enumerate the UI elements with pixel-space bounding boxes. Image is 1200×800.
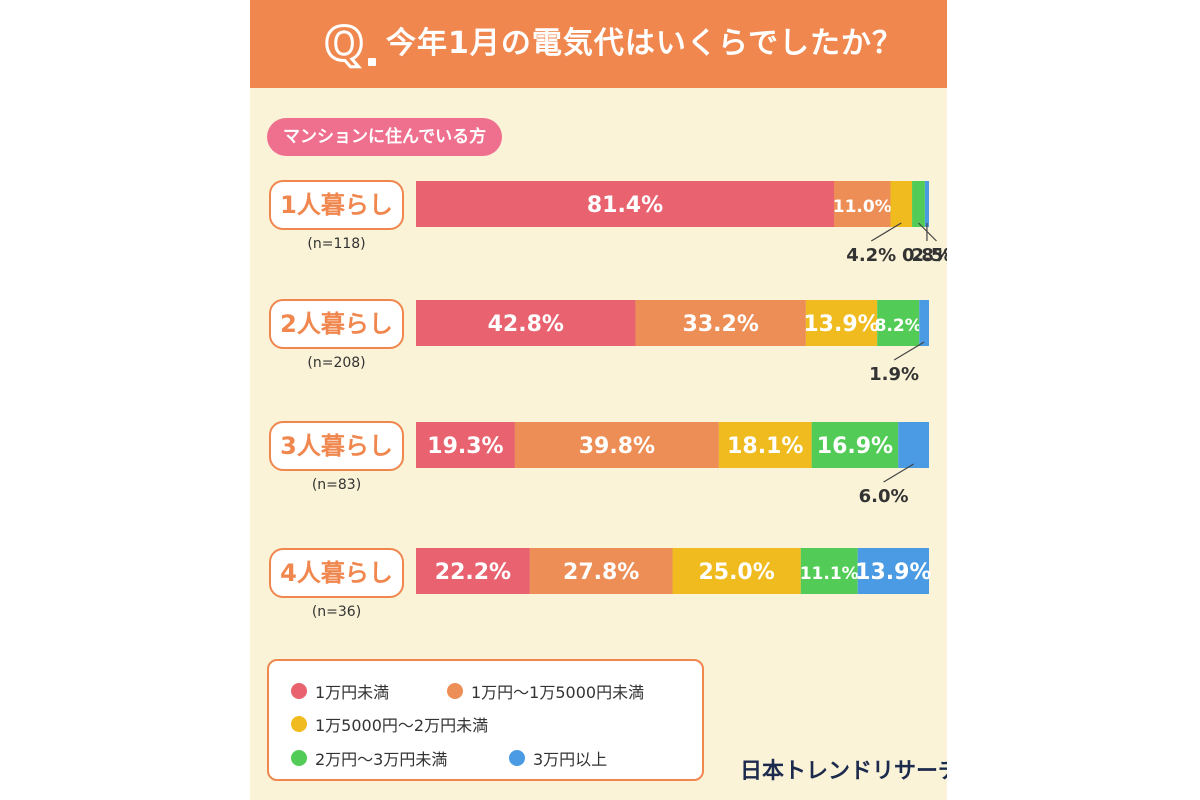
value-label-r3-s4: 16.9%: [817, 434, 893, 459]
bar-r4-s3: [672, 548, 801, 594]
bar-r3-s5: [898, 422, 929, 468]
row-label-1: 1人暮らし: [269, 180, 404, 230]
bar-r1-s4: [912, 181, 925, 227]
row-label-3: 3人暮らし: [269, 421, 404, 471]
q-dot: [368, 58, 376, 66]
legend-label-1: 1万円未満: [315, 683, 390, 702]
question-title: 今年1月の電気代はいくらでしたか？: [386, 26, 903, 61]
value-label-r1-s2: 11.0%: [833, 197, 892, 217]
legend-swatch-5: [509, 750, 525, 766]
value-label-r1-s5: 0.8%: [902, 245, 947, 266]
bar-r2-s1: [416, 300, 636, 346]
bar-r4-s1: [416, 548, 530, 594]
legend-swatch-4: [291, 750, 307, 766]
value-label-r1-s4: 2.5%: [912, 245, 947, 266]
bar-r4-s2: [529, 548, 673, 594]
brand-logo: 日本トレンドリサーチ: [740, 759, 947, 784]
row-label-2: 2人暮らし: [269, 299, 404, 349]
group-label: マンションに住んでいる方: [267, 118, 503, 156]
bar-r4-s4: [800, 548, 858, 594]
q-mark: Q: [323, 16, 365, 73]
value-label-r4-s1: 22.2%: [435, 560, 511, 585]
legend-swatch-1: [291, 683, 307, 699]
bar-r3-s2: [514, 422, 719, 468]
legend-label-4: 2万円〜3万円未満: [315, 750, 448, 769]
value-label-r1-s1: 81.4%: [587, 193, 663, 218]
row-n-1: (n=118): [307, 236, 366, 252]
legend-swatch-2: [447, 683, 463, 699]
value-label-r4-s2: 27.8%: [563, 560, 639, 585]
question-badge: Q: [320, 16, 376, 73]
legend-item-5: 3万円以上: [509, 746, 607, 770]
value-label-r2-s5: 1.9%: [869, 364, 919, 385]
value-label-r2-s1: 42.8%: [488, 312, 564, 337]
legend-swatch-3: [291, 716, 307, 732]
leader-line-r3-s5: [883, 463, 914, 483]
value-label-r2-s3: 13.9%: [803, 312, 879, 337]
legend-item-3: 1万5000円〜2万円未満: [291, 712, 488, 736]
legend-label-3: 1万5000円〜2万円未満: [315, 716, 489, 735]
stacked-bar-chart: 81.4%11.0%4.2%2.5%0.8%42.8%33.2%13.9%8.2…: [416, 181, 947, 594]
bar-r1-s3: [890, 181, 913, 227]
bar-r1-s5: [924, 181, 929, 227]
legend-item-4: 2万円〜3万円未満: [291, 746, 447, 770]
legend-item-1: 1万円未満: [291, 679, 389, 703]
value-label-r4-s3: 25.0%: [698, 560, 774, 585]
value-label-r4-s5: 13.9%: [855, 560, 931, 585]
bar-r2-s5: [919, 300, 929, 346]
bar-r3-s4: [811, 422, 899, 468]
legend-label-2: 1万円〜1万5000円未満: [471, 683, 645, 702]
bar-r2-s4: [877, 300, 920, 346]
row-label-4: 4人暮らし: [269, 548, 404, 598]
bar-r4-s5: [857, 548, 929, 594]
value-label-r2-s2: 33.2%: [683, 312, 759, 337]
leader-line-r2-s5: [893, 341, 925, 361]
row-n-4: (n=36): [311, 604, 362, 620]
legend-item-2: 1万円〜1万5000円未満: [447, 679, 644, 703]
value-label-r3-s1: 19.3%: [427, 434, 503, 459]
bar-r3-s3: [718, 422, 812, 468]
bar-r2-s3: [805, 300, 878, 346]
value-label-r3-s5: 6.0%: [859, 486, 909, 507]
value-label-r4-s4: 11.1%: [800, 564, 859, 584]
bar-r1-s2: [834, 181, 891, 227]
legend: 1万円未満 1万円〜1万5000円未満 1万5000円〜2万円未満 2万円〜3万…: [267, 659, 704, 781]
row-n-2: (n=208): [307, 355, 366, 371]
leader-line-r1-s3: [870, 222, 902, 242]
bar-r1-s1: [416, 181, 834, 227]
value-label-r1-s3: 4.2%: [846, 245, 896, 266]
bar-r2-s2: [635, 300, 806, 346]
value-label-r2-s4: 8.2%: [875, 316, 922, 336]
bar-r3-s1: [416, 422, 515, 468]
row-n-3: (n=83): [311, 477, 362, 493]
survey-card: Q 今年1月の電気代はいくらでしたか？ マンションに住んでいる方 1人暮らし (…: [250, 0, 947, 800]
value-label-r3-s3: 18.1%: [727, 434, 803, 459]
value-label-r3-s2: 39.8%: [579, 434, 655, 459]
legend-label-5: 3万円以上: [533, 750, 608, 769]
question-header: Q 今年1月の電気代はいくらでしたか？: [250, 0, 947, 88]
